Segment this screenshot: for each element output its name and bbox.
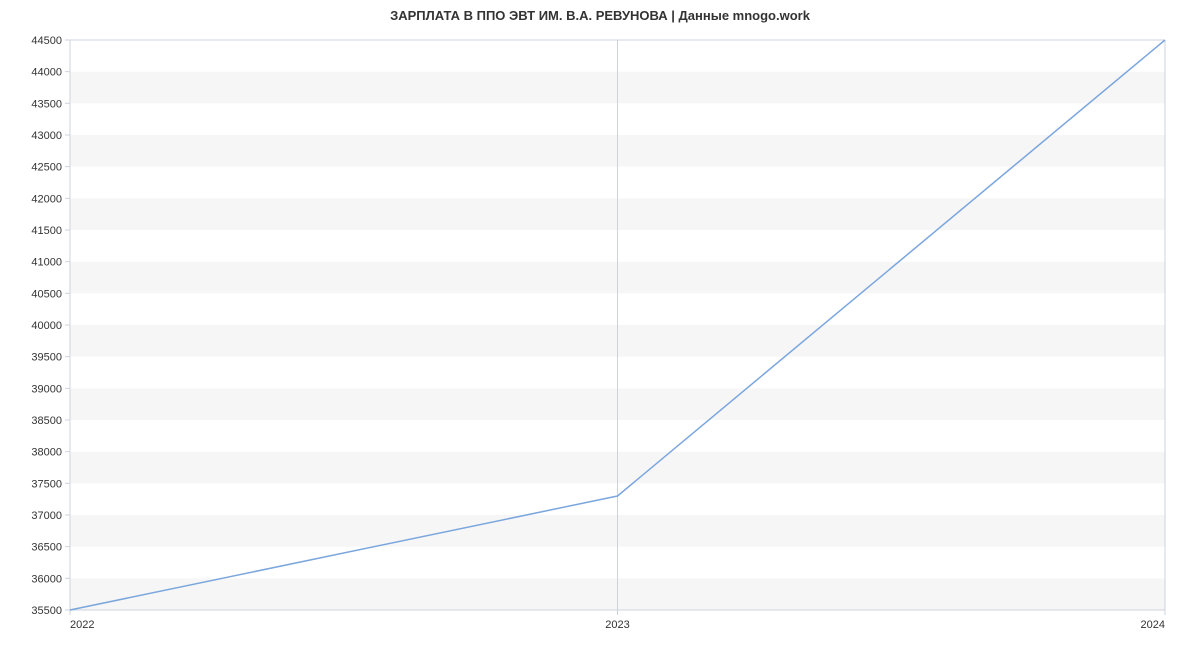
y-tick-label: 36500 xyxy=(31,542,62,554)
y-tick-label: 42500 xyxy=(31,162,62,174)
salary-line-chart: ЗАРПЛАТА В ППО ЭВТ ИМ. В.А. РЕВУНОВА | Д… xyxy=(0,0,1200,650)
y-tick-label: 38500 xyxy=(31,415,62,427)
y-tick-label: 41000 xyxy=(31,257,62,269)
y-tick-label: 41500 xyxy=(31,225,62,237)
y-tick-label: 43000 xyxy=(31,130,62,142)
y-tick-label: 44500 xyxy=(31,35,62,47)
y-tick-label: 37000 xyxy=(31,510,62,522)
x-tick-label: 2022 xyxy=(70,619,94,631)
chart-svg: 35500 36000 36500 37000 37500 38000 38500 39000… xyxy=(0,0,1200,650)
y-tick-label: 42000 xyxy=(31,193,62,205)
y-tick-label: 40500 xyxy=(31,288,62,300)
y-tick-label: 38000 xyxy=(31,447,62,459)
y-tick-label: 44000 xyxy=(31,67,62,79)
chart-title: ЗАРПЛАТА В ППО ЭВТ ИМ. В.А. РЕВУНОВА | Д… xyxy=(0,8,1200,23)
y-tick-label: 36000 xyxy=(31,573,62,585)
x-tick-label: 2024 xyxy=(1141,619,1165,631)
y-tick-label: 39000 xyxy=(31,383,62,395)
x-tick-label: 2023 xyxy=(605,619,629,631)
y-tick-label: 43500 xyxy=(31,98,62,110)
y-tick-label: 35500 xyxy=(31,605,62,617)
y-tick-label: 40000 xyxy=(31,320,62,332)
y-tick-label: 39500 xyxy=(31,352,62,364)
y-tick-label: 37500 xyxy=(31,478,62,490)
